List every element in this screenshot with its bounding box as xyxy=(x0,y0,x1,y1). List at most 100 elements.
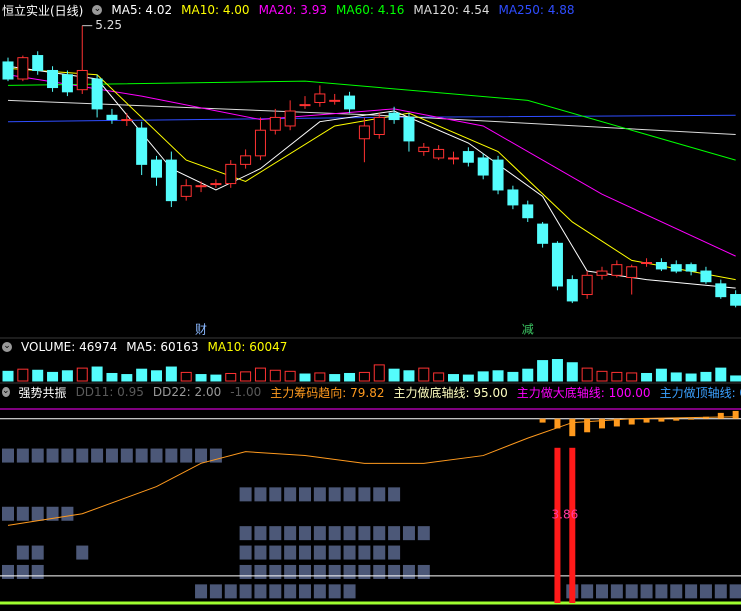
candle-body xyxy=(448,157,459,160)
volume-bar xyxy=(670,372,682,382)
candle-body xyxy=(32,55,44,71)
legend-entry: 主力做顶轴线: 0.00 xyxy=(659,385,741,400)
panel-menu-icon[interactable]: ⌄ xyxy=(2,341,12,352)
volume-bar xyxy=(254,367,266,382)
volume-bar xyxy=(373,364,385,382)
volume-bar xyxy=(344,372,356,382)
volume-bar xyxy=(685,373,697,382)
signal-block xyxy=(328,564,341,579)
signal-block xyxy=(299,564,311,579)
signal-block xyxy=(239,584,252,599)
chip-bar xyxy=(688,418,695,420)
volume-bar xyxy=(566,362,578,382)
volume-bar xyxy=(403,370,415,382)
signal-block xyxy=(284,526,297,541)
signal-block xyxy=(195,448,208,463)
signal-block xyxy=(269,545,282,560)
signal-block xyxy=(254,584,267,599)
volume-bar xyxy=(596,370,608,382)
volume-bar xyxy=(195,374,207,382)
signal-block xyxy=(343,526,356,541)
signal-block xyxy=(313,564,326,579)
candle-body xyxy=(195,185,207,188)
volume-header: ⌄ VOLUME: 46974 MA5: 60163 MA10: 60047 xyxy=(2,339,741,355)
chip-bar xyxy=(732,410,739,419)
ma-line xyxy=(7,67,736,281)
candle-body xyxy=(299,104,311,107)
signal-block xyxy=(284,545,297,560)
volume-bar xyxy=(730,375,741,382)
volume-bar xyxy=(17,368,29,382)
signal-block xyxy=(699,584,712,599)
chip-bar xyxy=(628,418,635,425)
signal-block xyxy=(16,448,29,463)
candle-body xyxy=(358,125,370,140)
signal-block xyxy=(343,584,356,599)
signal-block xyxy=(16,506,29,521)
chip-bar xyxy=(569,418,576,437)
volume-bar xyxy=(433,372,445,382)
signal-block xyxy=(670,584,683,599)
volume-bar xyxy=(121,374,133,382)
signal-block xyxy=(343,545,356,560)
candle-body xyxy=(492,159,504,191)
signal-block xyxy=(239,526,252,541)
indicator-header: ⌄ 强势共振 DD11: 0.95 DD22: 2.00 -1.00 主力筹码趋向: 79… xyxy=(2,384,741,400)
volume-bar xyxy=(507,371,519,382)
signal-block xyxy=(388,564,401,579)
volume-bar xyxy=(641,372,653,382)
candle-body xyxy=(240,155,252,165)
signal-block xyxy=(31,448,44,463)
signal-block xyxy=(224,584,237,599)
signal-block xyxy=(269,487,282,502)
chip-bar xyxy=(539,418,546,423)
price-header: 恒立实业(日线) ⌄ MA5: 4.02 MA10: 4.00 MA20: 3.93 MA… xyxy=(2,2,741,18)
signal-block xyxy=(328,545,341,560)
legend-entry: 主力筹码趋向: 79.82 xyxy=(270,385,385,400)
signal-block xyxy=(313,584,326,599)
candle-body xyxy=(76,69,88,91)
signal-block xyxy=(120,448,133,463)
volume-bar xyxy=(136,368,148,382)
chip-bar xyxy=(584,418,591,433)
legend-entry: MA250: 4.88 xyxy=(498,3,575,17)
volume-bar xyxy=(611,371,623,382)
signal-block xyxy=(373,487,386,502)
candle-body xyxy=(210,183,222,186)
signal-block xyxy=(284,487,297,502)
chip-bar xyxy=(658,418,665,422)
candle-body xyxy=(730,294,741,306)
signal-marker: 减 xyxy=(522,323,534,337)
panel-menu-icon[interactable]: ⌄ xyxy=(2,386,10,397)
signal-block xyxy=(165,448,178,463)
signal-block xyxy=(714,584,727,599)
signal-block xyxy=(61,448,74,463)
signal-block xyxy=(2,506,14,521)
candle-body xyxy=(314,93,326,103)
signal-block xyxy=(402,564,415,579)
chip-bar xyxy=(673,418,680,421)
candle-body xyxy=(507,189,519,206)
volume-bar xyxy=(210,374,222,382)
signal-block xyxy=(417,526,430,541)
ma-line xyxy=(7,80,736,161)
signal-block xyxy=(61,506,74,521)
legend-entry: MA5: 4.02 xyxy=(111,3,173,17)
legend-entry: MA60: 4.16 xyxy=(336,3,405,17)
signal-bar xyxy=(554,447,561,603)
signal-bar xyxy=(569,447,576,603)
signal-block xyxy=(150,448,163,463)
volume-bar xyxy=(299,373,311,382)
volume-bar xyxy=(240,371,252,382)
volume-bar xyxy=(151,370,162,382)
panel-menu-icon[interactable]: ⌄ xyxy=(92,4,103,15)
legend-entry: -1.00 xyxy=(230,385,262,399)
candle-body xyxy=(136,127,148,165)
candle-body xyxy=(566,279,578,302)
candle-body xyxy=(670,264,682,272)
legend-entry: DD11: 0.95 xyxy=(75,385,144,399)
volume-bar xyxy=(106,372,118,382)
legend-entry: MA10: 60047 xyxy=(207,340,288,354)
signal-block xyxy=(254,564,267,579)
candle-body xyxy=(433,148,445,159)
